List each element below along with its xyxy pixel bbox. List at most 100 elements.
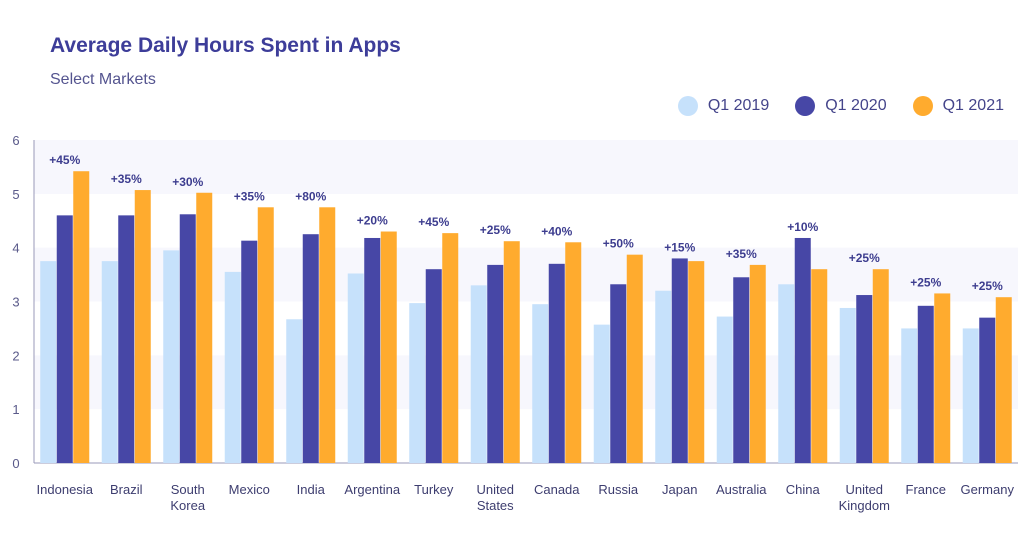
- x-category-label: Russia: [598, 482, 639, 497]
- chart-subtitle: Select Markets: [50, 71, 156, 88]
- bar-q1-2019: [778, 284, 795, 463]
- growth-annotation: +25%: [480, 223, 511, 237]
- bar-q1-2021: [319, 207, 336, 463]
- growth-annotation: +40%: [541, 224, 572, 238]
- bar-q1-2019: [655, 290, 672, 463]
- legend-label-q1-2021: Q1 2021: [942, 97, 1004, 114]
- grid-band: [34, 140, 1018, 194]
- x-category-label: India: [297, 482, 326, 497]
- x-category-label: France: [906, 482, 946, 497]
- bar-q1-2019: [101, 261, 118, 463]
- bar-q1-2019: [532, 304, 549, 463]
- x-category-label: Japan: [662, 482, 697, 497]
- bar-q1-2020: [56, 215, 73, 463]
- bar-q1-2020: [425, 269, 442, 463]
- legend-swatch-q1-2019: [677, 96, 698, 116]
- x-category-label: Canada: [534, 482, 580, 497]
- bar-q1-2020: [241, 240, 258, 463]
- x-category-label: Kingdom: [839, 498, 890, 513]
- growth-annotation: +30%: [172, 175, 203, 189]
- bar-q1-2019: [163, 250, 180, 463]
- bar-q1-2021: [626, 254, 643, 463]
- bar-q1-2020: [917, 305, 934, 463]
- bar-q1-2021: [688, 261, 705, 463]
- legend-swatch-q1-2021: [912, 96, 933, 116]
- bar-q1-2021: [503, 241, 520, 463]
- growth-annotation: +25%: [849, 251, 880, 265]
- bar-q1-2021: [995, 297, 1012, 463]
- growth-annotation: +25%: [910, 275, 941, 289]
- bar-q1-2020: [548, 263, 565, 463]
- growth-annotation: +50%: [603, 237, 634, 251]
- y-tick-label: 0: [12, 456, 19, 471]
- x-category-label: Mexico: [229, 482, 270, 497]
- bar-q1-2020: [118, 215, 135, 463]
- bar-q1-2020: [794, 237, 811, 463]
- bar-q1-2021: [749, 264, 766, 463]
- bar-q1-2021: [73, 171, 90, 463]
- x-category-label: United: [476, 482, 514, 497]
- growth-annotation: +10%: [787, 220, 818, 234]
- legend-item-q1-2020: Q1 2020: [795, 96, 887, 116]
- bar-q1-2019: [470, 285, 487, 463]
- growth-annotation: +35%: [234, 189, 265, 203]
- legend-label-q1-2020: Q1 2020: [825, 97, 887, 114]
- y-tick-label: 3: [12, 295, 19, 310]
- bar-q1-2019: [286, 319, 303, 463]
- x-category-label: States: [477, 498, 514, 513]
- growth-annotation: +20%: [357, 214, 388, 228]
- bar-q1-2020: [487, 264, 504, 463]
- bar-q1-2019: [716, 316, 733, 463]
- growth-annotation: +45%: [418, 215, 449, 229]
- bar-q1-2021: [565, 242, 582, 463]
- growth-annotation: +25%: [972, 279, 1003, 293]
- legend-label-q1-2019: Q1 2019: [707, 97, 770, 114]
- growth-annotation: +80%: [295, 189, 326, 203]
- bar-q1-2020: [856, 295, 873, 463]
- y-tick-label: 6: [12, 133, 19, 148]
- bar-q1-2020: [979, 317, 996, 463]
- growth-annotation: +35%: [111, 172, 142, 186]
- bar-q1-2021: [811, 269, 828, 463]
- growth-annotation: +15%: [664, 240, 695, 254]
- growth-annotation: +35%: [726, 247, 757, 261]
- legend-swatch-q1-2020: [795, 96, 816, 116]
- chart-legend: Q1 2019 Q1 2020 Q1 2021: [677, 96, 1004, 116]
- bar-q1-2020: [364, 237, 381, 463]
- bar-q1-2019: [224, 271, 241, 463]
- x-category-label: Korea: [170, 498, 205, 513]
- x-category-label: Germany: [961, 482, 1015, 497]
- bar-q1-2021: [196, 192, 213, 464]
- bar-q1-2021: [442, 233, 459, 463]
- bar-q1-2021: [257, 207, 274, 463]
- y-tick-label: 5: [12, 187, 19, 202]
- bar-q1-2019: [901, 328, 918, 463]
- growth-annotation: +45%: [49, 153, 80, 167]
- x-category-label: Brazil: [110, 482, 143, 497]
- x-category-label: Turkey: [414, 482, 454, 497]
- y-tick-label: 1: [12, 402, 19, 417]
- bar-q1-2020: [179, 214, 196, 463]
- bar-q1-2021: [934, 293, 951, 463]
- legend-item-q1-2019: Q1 2019: [677, 96, 770, 116]
- bar-q1-2021: [872, 269, 889, 463]
- x-category-label: China: [786, 482, 821, 497]
- x-category-label: Australia: [716, 482, 767, 497]
- x-category-label: Argentina: [344, 482, 400, 497]
- bar-q1-2019: [962, 328, 979, 463]
- bar-q1-2019: [40, 261, 57, 463]
- bar-q1-2020: [671, 258, 688, 463]
- x-category-label: Indonesia: [37, 482, 94, 497]
- bar-q1-2019: [839, 307, 856, 463]
- x-category-label: United: [845, 482, 883, 497]
- bar-q1-2019: [409, 303, 426, 463]
- chart-title: Average Daily Hours Spent in Apps: [50, 34, 401, 57]
- x-category-label: South: [171, 482, 205, 497]
- bar-q1-2021: [134, 190, 151, 463]
- legend-item-q1-2021: Q1 2021: [912, 96, 1004, 116]
- y-tick-label: 4: [12, 241, 19, 256]
- bar-q1-2021: [380, 231, 397, 463]
- bar-q1-2020: [610, 284, 627, 463]
- bar-q1-2020: [733, 277, 750, 463]
